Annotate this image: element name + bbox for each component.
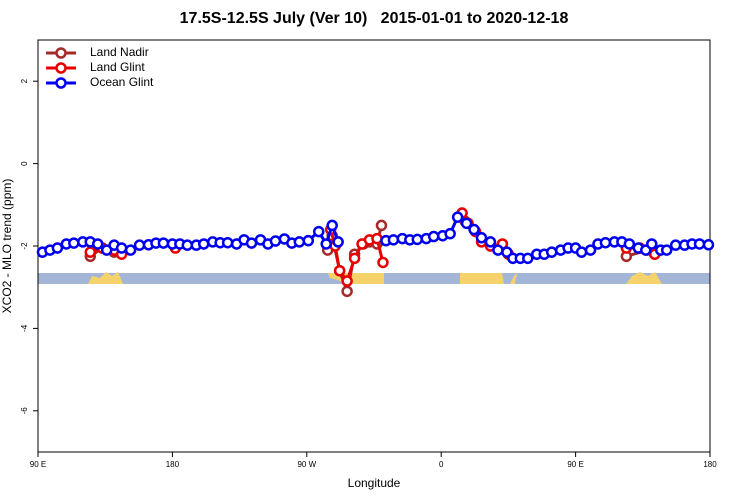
point [124,244,137,256]
point [341,275,353,287]
y-tick-label: -4 [20,324,29,332]
point [326,219,338,232]
point [293,236,306,248]
point [371,232,383,245]
point [646,238,658,250]
y-tick-label: 0 [20,161,29,166]
point [312,225,325,238]
land-band [460,273,504,284]
y-tick-label: -6 [20,407,29,415]
legend-label: Ocean Glint [90,75,154,89]
point [522,252,534,265]
point [341,285,353,298]
point [492,244,504,256]
chart-title: 17.5S-12.5S July (Ver 10) 2015-01-01 to … [180,10,569,27]
legend-label: Land Glint [90,60,145,74]
point [51,242,64,254]
x-axis-label: Longitude [348,476,401,490]
x-tick-label: 180 [703,460,717,469]
x-tick-label: 90 E [567,460,583,469]
point [245,237,258,249]
point [411,233,424,246]
point [575,246,588,258]
point [545,246,558,258]
point [475,232,488,244]
point [133,239,146,251]
point [302,234,315,247]
point [320,238,332,250]
legend-label: Land Nadir [90,45,149,59]
land-band [510,273,517,284]
x-tick-label: 90 W [297,460,316,469]
point [444,227,456,240]
point [377,256,389,269]
x-tick-label: 0 [439,460,444,469]
point [348,252,361,265]
point [584,244,597,256]
point [375,219,388,232]
legend-marker [55,62,67,74]
point [84,246,97,258]
point [221,236,234,249]
point [468,223,480,236]
land-band [88,272,123,284]
point [91,238,104,250]
map-band [38,272,710,284]
point [181,239,194,251]
point [599,236,612,249]
point [100,244,113,256]
point [269,235,282,247]
y-tick-label: -2 [20,242,29,250]
point [332,236,344,248]
legend-marker [55,77,67,89]
point [669,239,682,251]
point [460,217,473,230]
point [427,230,440,243]
point [702,239,715,251]
point [484,236,497,248]
point [68,237,80,249]
x-tick-label: 180 [166,460,180,469]
point [333,264,346,277]
legend-marker [55,47,67,59]
point [115,242,128,254]
point [660,244,673,256]
point [623,238,636,250]
land-band [626,272,662,284]
point [157,237,170,249]
y-axis-label: XCO2 - MLO trend (ppm) [0,179,14,314]
point [451,211,464,223]
point [693,238,706,250]
point [198,238,210,250]
y-tick-label: 2 [20,78,29,83]
point [387,234,400,246]
x-tick-label: 90 E [30,460,46,469]
